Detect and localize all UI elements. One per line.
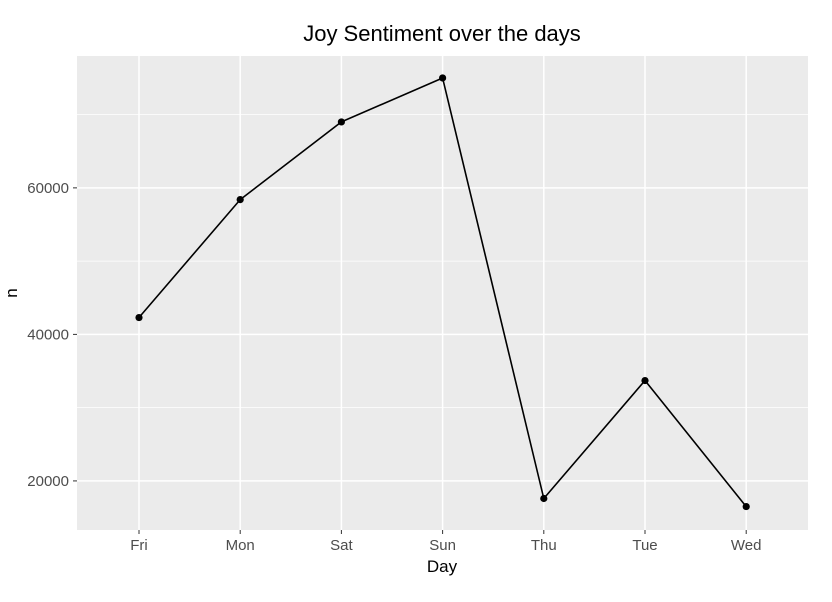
chart-title: Joy Sentiment over the days [303, 21, 581, 46]
x-tick-label: Fri [130, 537, 148, 554]
data-point [337, 118, 345, 126]
data-point [135, 313, 143, 322]
data-point [439, 74, 447, 82]
points-layer [135, 74, 750, 511]
x-axis-label: Day [427, 557, 458, 576]
data-point [742, 502, 750, 511]
data-point [540, 494, 548, 503]
data-point [236, 195, 244, 204]
y-tick-label: 40000 [27, 326, 69, 343]
x-tick-label: Wed [731, 537, 762, 554]
y-tick-label: 20000 [27, 473, 69, 490]
x-tick-label: Thu [531, 537, 557, 554]
x-axis: Fri Mon Sat Sun Thu Tue Wed [130, 530, 761, 554]
y-axis-label: n [2, 288, 21, 297]
y-tick-label: 60000 [27, 180, 69, 197]
y-axis: 20000 40000 60000 [27, 180, 77, 490]
x-tick-label: Sat [330, 537, 353, 554]
x-tick-label: Sun [429, 537, 456, 554]
data-point [641, 376, 649, 385]
x-tick-label: Mon [226, 537, 255, 554]
x-tick-label: Tue [632, 537, 657, 554]
major-gridlines [77, 56, 808, 530]
